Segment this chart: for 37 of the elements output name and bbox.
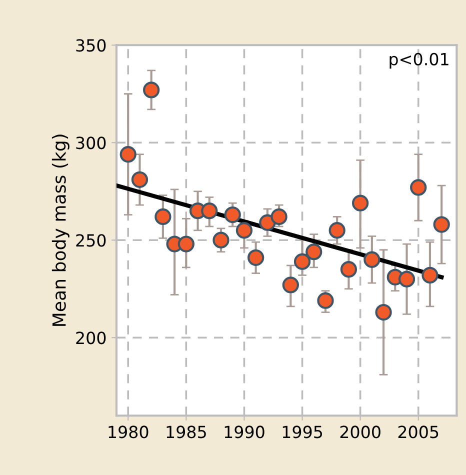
annotation: p<0.01 bbox=[390, 52, 448, 69]
point bbox=[433, 216, 450, 233]
x-tick-label: 2000 bbox=[340, 426, 380, 438]
x-tick-label: 1995 bbox=[282, 426, 322, 438]
point bbox=[294, 253, 311, 270]
y-tick-label: 350 bbox=[76, 39, 106, 52]
point bbox=[236, 222, 253, 239]
point bbox=[120, 146, 136, 163]
point bbox=[422, 266, 438, 284]
y-tick-label: 250 bbox=[76, 234, 106, 247]
point bbox=[201, 202, 218, 220]
point bbox=[247, 249, 264, 266]
point bbox=[131, 171, 148, 188]
x-tick-label: 2005 bbox=[398, 426, 438, 438]
point bbox=[282, 276, 299, 294]
point bbox=[143, 82, 160, 98]
point bbox=[410, 179, 427, 196]
point bbox=[352, 194, 369, 212]
y-tick-label: 300 bbox=[76, 136, 106, 150]
point bbox=[259, 214, 276, 231]
y-axis-title: Mean body mass (kg) bbox=[52, 134, 70, 326]
point bbox=[154, 208, 172, 226]
point bbox=[212, 232, 230, 248]
point bbox=[317, 292, 334, 309]
x-tick-label: 1990 bbox=[224, 426, 264, 438]
point bbox=[270, 208, 288, 226]
x-tick-label: 1985 bbox=[166, 426, 206, 438]
point bbox=[224, 206, 241, 224]
point bbox=[375, 304, 392, 321]
x-tick-label: 1980 bbox=[108, 426, 148, 438]
point bbox=[178, 236, 194, 252]
point bbox=[306, 243, 322, 260]
point bbox=[328, 222, 346, 239]
point bbox=[364, 251, 380, 268]
y-tick-label: 200 bbox=[76, 332, 106, 344]
point bbox=[340, 261, 358, 278]
point bbox=[398, 270, 416, 288]
